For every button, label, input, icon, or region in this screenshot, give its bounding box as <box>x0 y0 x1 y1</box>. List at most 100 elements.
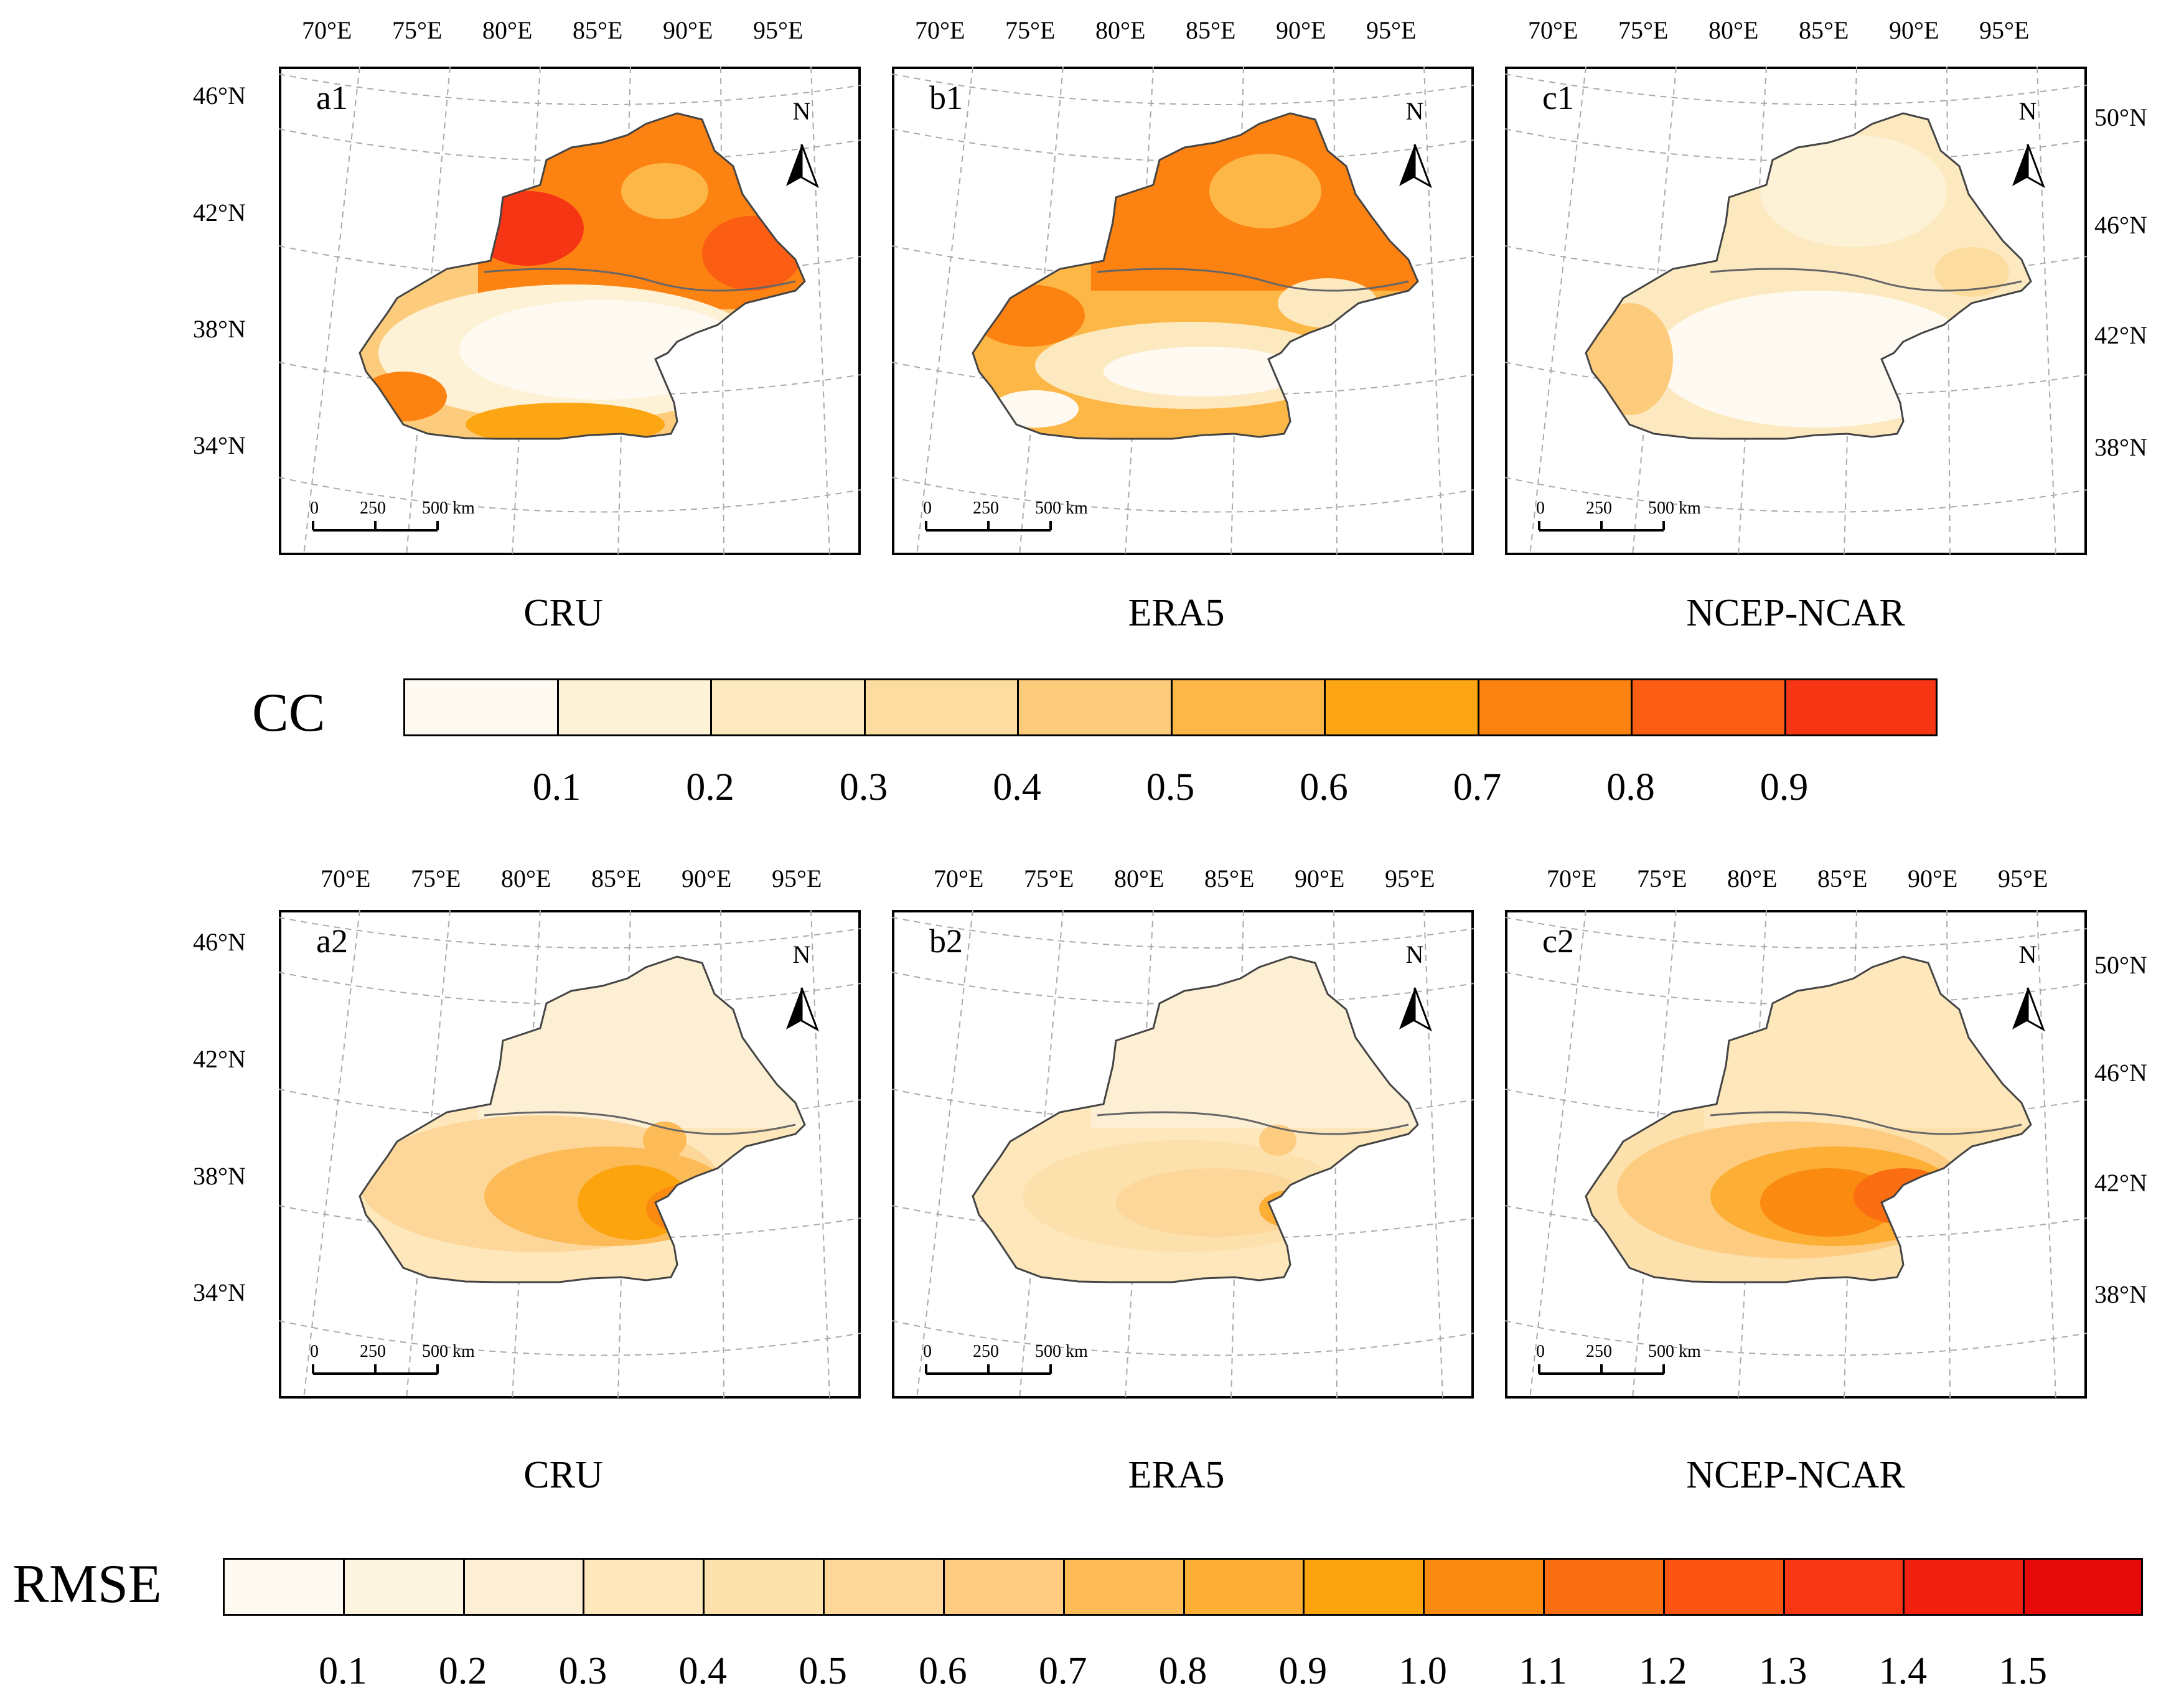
colorbar-title-cc: CC <box>252 683 326 743</box>
lon-label: 85°E <box>1204 865 1255 893</box>
lat-label-right: 46°N <box>2094 211 2147 239</box>
scale-bar <box>925 521 1052 532</box>
lat-label-right: 46°N <box>2094 1059 2147 1087</box>
lon-label: 95°E <box>1366 16 1417 44</box>
lon-label: 85°E <box>573 16 623 44</box>
colorbar-tick-label: 0.3 <box>558 1650 607 1692</box>
colorbar-tick-label: 0.4 <box>678 1650 728 1692</box>
colorbar-swatch <box>944 1560 1065 1614</box>
colorbar-swatch <box>825 1560 945 1614</box>
colorbar-swatch <box>865 680 1019 734</box>
colorbar-tick-label: 0.3 <box>839 766 888 808</box>
panel-label: c1 <box>1542 79 1574 116</box>
lon-label: 85°E <box>1799 16 1849 44</box>
scale-tick: 500 km <box>1035 1342 1088 1361</box>
colorbar-swatch <box>2025 1560 2141 1614</box>
panel-caption: NCEP-NCAR <box>1686 1454 1905 1496</box>
lat-label-right: 42°N <box>2094 1169 2147 1197</box>
panel-label: a2 <box>316 922 348 960</box>
lon-label: 80°E <box>1727 865 1778 893</box>
colorbar-swatch <box>225 1560 345 1614</box>
lon-label: 70°E <box>1547 865 1597 893</box>
scale-tick: 500 km <box>422 499 475 518</box>
colorbar-tick-label: 0.9 <box>1278 1650 1328 1692</box>
scale-bar <box>925 1364 1052 1375</box>
lat-label-right: 38°N <box>2094 433 2147 461</box>
panel-caption: ERA5 <box>1128 592 1225 634</box>
colorbar-swatch <box>1326 680 1479 734</box>
panel-caption: NCEP-NCAR <box>1686 592 1905 634</box>
map-panel-a2: a2 N 0 250 500 km <box>279 910 861 1399</box>
colorbar-tick-label: 0.6 <box>1300 766 1348 808</box>
colorbar-tick-label: 0.4 <box>993 766 1041 808</box>
lon-label: 70°E <box>321 865 371 893</box>
north-arrow-icon: N <box>2012 97 2045 189</box>
colorbar-tick-label: 1.0 <box>1399 1650 1447 1692</box>
colorbar-tick-label: 0.2 <box>438 1650 487 1692</box>
lon-label: 70°E <box>915 16 965 44</box>
lon-label: 95°E <box>753 16 804 44</box>
colorbar-swatch <box>1633 680 1786 734</box>
lon-label: 90°E <box>1295 865 1345 893</box>
colorbar-rmse <box>223 1558 2143 1616</box>
colorbar-swatch <box>1019 680 1173 734</box>
scale-bar <box>1538 521 1665 532</box>
scale-tick: 500 km <box>422 1342 475 1361</box>
colorbar-tick-label: 0.7 <box>1038 1650 1087 1692</box>
lon-label: 85°E <box>1186 16 1236 44</box>
lat-label-right: 50°N <box>2094 951 2147 979</box>
svg-text:N: N <box>2019 97 2037 125</box>
lon-label: 75°E <box>1005 16 1056 44</box>
colorbar-title-rmse: RMSE <box>12 1554 162 1615</box>
panel-caption: ERA5 <box>1128 1454 1225 1496</box>
lat-label-left: 46°N <box>193 82 246 110</box>
lon-label: 85°E <box>591 865 642 893</box>
colorbar-tick-label: 1.3 <box>1758 1650 1807 1692</box>
scale-bar <box>312 521 439 532</box>
colorbar-swatch <box>1664 1560 1785 1614</box>
scale-tick: 250 <box>973 1342 999 1361</box>
panel-label: a1 <box>316 79 348 116</box>
scale-tick: 250 <box>360 1342 386 1361</box>
colorbar-swatch <box>1425 1560 1545 1614</box>
scale-tick: 500 km <box>1648 499 1701 518</box>
colorbar-tick-label: 0.8 <box>1158 1650 1207 1692</box>
lon-label: 90°E <box>1276 16 1326 44</box>
colorbar-tick-label: 0.8 <box>1606 766 1655 808</box>
colorbar-swatch <box>1172 680 1326 734</box>
lon-label: 80°E <box>501 865 551 893</box>
colorbar-swatch <box>712 680 866 734</box>
scale-tick: 250 <box>973 499 999 518</box>
scale-bar <box>1538 1364 1665 1375</box>
lon-label: 95°E <box>1385 865 1435 893</box>
lat-label-left: 42°N <box>193 1045 246 1073</box>
colorbar-swatch <box>1786 680 1936 734</box>
colorbar-cc <box>403 678 1938 736</box>
lat-label-left: 38°N <box>193 315 246 343</box>
svg-text:N: N <box>1406 97 1424 125</box>
colorbar-swatch <box>558 680 712 734</box>
lon-label: 95°E <box>772 865 822 893</box>
colorbar-swatch <box>1905 1560 2025 1614</box>
colorbar-tick-label: 1.5 <box>1999 1650 2047 1692</box>
lon-label: 75°E <box>1618 16 1669 44</box>
lon-label: 90°E <box>1908 865 1958 893</box>
lon-label: 80°E <box>1114 865 1165 893</box>
scale-tick: 0 <box>923 499 932 518</box>
panel-label: b2 <box>929 922 963 960</box>
lon-label: 70°E <box>302 16 352 44</box>
lon-label: 95°E <box>1998 865 2048 893</box>
scale-tick: 250 <box>1586 1342 1612 1361</box>
scale-tick: 0 <box>1536 499 1545 518</box>
lon-label: 75°E <box>392 16 443 44</box>
colorbar-swatch <box>705 1560 825 1614</box>
lon-label: 70°E <box>1528 16 1578 44</box>
lat-label-left: 34°N <box>193 1278 246 1306</box>
scale-tick: 250 <box>1586 499 1612 518</box>
lon-label: 75°E <box>1637 865 1687 893</box>
lon-label: 90°E <box>1889 16 1939 44</box>
scale-tick: 500 km <box>1035 499 1088 518</box>
colorbar-tick-label: 0.7 <box>1453 766 1502 808</box>
colorbar-tick-label: 1.1 <box>1519 1650 1567 1692</box>
map-panel-a1: a1 N 0 250 500 km <box>279 67 861 555</box>
